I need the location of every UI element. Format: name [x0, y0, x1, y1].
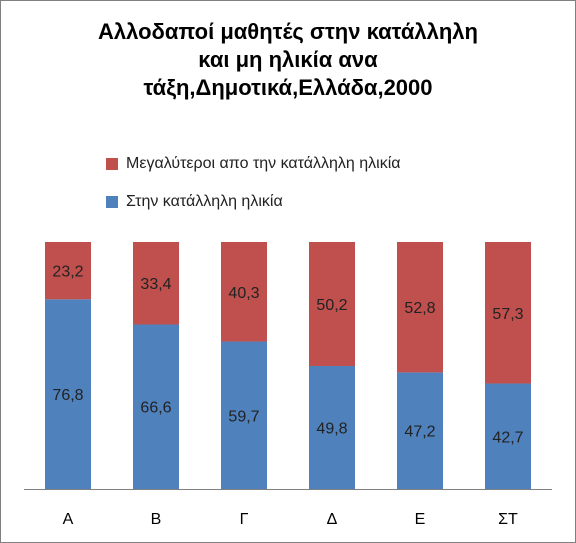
bar-segment-proper-age-3 [221, 341, 267, 489]
data-label-older-4: 50,2 [316, 297, 347, 314]
legend-swatch-older [106, 158, 118, 170]
chart-title-line-1: Αλλοδαποί μαθητές στην κατάλληλη [98, 19, 478, 44]
bar-segment-proper-age-2 [133, 324, 179, 489]
data-label-proper-age-2: 66,6 [140, 400, 171, 417]
data-label-older-3: 40,3 [228, 285, 259, 302]
bar-segment-proper-age-6 [485, 383, 531, 489]
bar-segment-proper-age-5 [397, 372, 443, 489]
bar-segment-older-5 [397, 242, 443, 373]
bar-segment-older-2 [133, 242, 179, 325]
bar-segment-older-3 [221, 242, 267, 342]
x-tick-label-5: Ε [415, 511, 426, 528]
x-tick-label-6: ΣΤ [498, 511, 518, 528]
chart-title-line-2: και μη ηλικία ανα [198, 47, 378, 72]
data-label-proper-age-6: 42,7 [492, 429, 523, 446]
x-tick-label-4: Δ [327, 511, 338, 528]
legend-label-proper-age: Στην κατάλληλη ηλικία [126, 193, 283, 210]
bar-segment-older-6 [485, 242, 531, 384]
x-tick-label-2: Β [151, 511, 162, 528]
bar-segment-proper-age-4 [309, 365, 355, 489]
bar-segment-older-4 [309, 242, 355, 366]
bar-segment-older-1 [45, 242, 91, 300]
legend-label-older: Μεγαλύτεροι απο την κατάλληλη ηλικία [126, 155, 401, 172]
chart-title: Αλλοδαποί μαθητές στην κατάλληλη και μη … [0, 18, 576, 102]
data-label-proper-age-4: 49,8 [316, 420, 347, 437]
bar-segment-proper-age-1 [45, 299, 91, 489]
data-label-proper-age-1: 76,8 [52, 387, 83, 404]
legend-item-older: Μεγαλύτεροι απο την κατάλληλη ηλικία [106, 153, 401, 175]
legend-item-proper-age: Στην κατάλληλη ηλικία [106, 191, 283, 213]
data-label-older-2: 33,4 [140, 276, 171, 293]
x-tick-label-3: Γ [240, 511, 249, 528]
legend-swatch-proper-age [106, 196, 118, 208]
data-label-older-6: 57,3 [492, 306, 523, 323]
data-label-older-5: 52,8 [404, 300, 435, 317]
data-label-older-1: 23,2 [52, 264, 83, 281]
data-label-proper-age-5: 47,2 [404, 424, 435, 441]
data-label-proper-age-3: 59,7 [228, 408, 259, 425]
chart-title-line-3: τάξη,Δημοτικά,Ελλάδα,2000 [143, 75, 433, 100]
x-tick-label-1: Α [63, 511, 74, 528]
